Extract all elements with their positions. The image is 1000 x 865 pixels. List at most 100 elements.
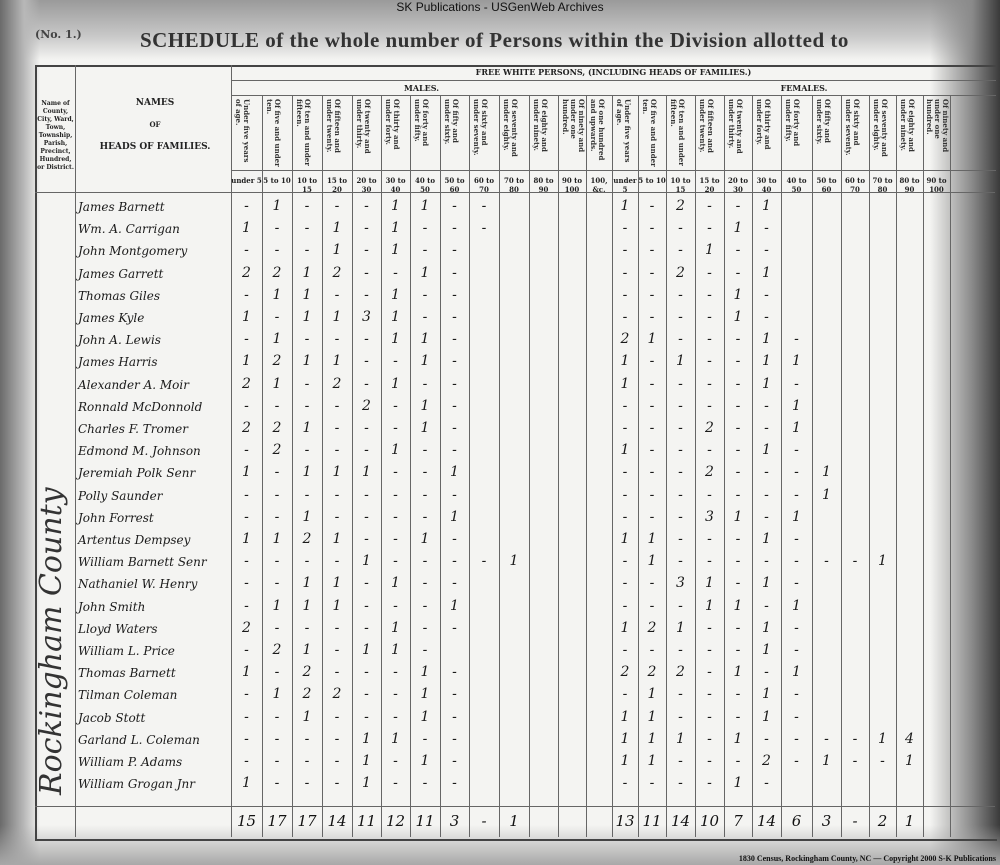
head-of-family-name: Jacob Stott [78, 710, 146, 725]
male-count-cell: - [452, 619, 457, 636]
male-count-cell: - [364, 531, 369, 547]
male-count-cell: - [452, 420, 457, 436]
female-total-cell: 6 [791, 812, 802, 830]
male-count-cell: 1 [450, 597, 459, 614]
male-count-cell: 3 [362, 309, 371, 325]
male-total-cell: 17 [297, 812, 317, 830]
male-count-cell: - [364, 597, 369, 614]
head-of-family-name: Wm. A. Carrigan [78, 222, 180, 237]
male-count-cell: 1 [332, 309, 342, 325]
male-count-cell: - [334, 286, 340, 303]
female-count-cell: 2 [676, 198, 685, 214]
male-count-cell: 2 [362, 397, 371, 414]
header-divider [231, 95, 996, 96]
male-count-cell: 1 [420, 264, 430, 281]
head-of-family-name: Thomas Giles [78, 288, 160, 303]
male-count-cell: - [393, 775, 398, 792]
female-count-cell: - [622, 242, 628, 259]
male-count-cell: - [274, 575, 280, 592]
male-count-cell: 1 [272, 198, 282, 214]
female-count-cell: - [707, 664, 712, 681]
female-count-cell: - [735, 686, 741, 703]
schedule-title: SCHEDULE of the whole number of Persons … [140, 28, 849, 52]
male-count-cell: - [452, 264, 457, 281]
male-count-cell: - [364, 331, 369, 348]
male-count-cell: - [244, 242, 249, 259]
female-count-cell: - [649, 775, 655, 792]
column-divider [410, 95, 411, 837]
male-column-header: Of ninety and under one hundred. [561, 99, 585, 153]
male-count-cell: 2 [272, 420, 282, 436]
female-count-cell: 1 [620, 708, 630, 725]
male-count-cell: 2 [272, 442, 282, 459]
male-count-cell: - [334, 664, 340, 681]
male-column-header: Of thirty and under forty. [384, 99, 400, 150]
header-divider [231, 170, 996, 171]
female-count-cell: 1 [792, 397, 801, 414]
male-count-cell: - [393, 353, 398, 370]
male-count-cell: 1 [391, 442, 400, 459]
female-count-cell: - [622, 553, 628, 570]
male-total-cell: 1 [509, 812, 519, 830]
female-count-cell: 1 [762, 686, 771, 703]
female-count-cell: - [649, 486, 655, 503]
place-header: Name of County, City, Ward, Town, Townsh… [37, 100, 74, 171]
male-count-cell: 1 [420, 664, 430, 681]
males-header: MALES. [403, 83, 440, 93]
male-count-cell: 2 [332, 264, 342, 281]
female-count-cell: - [649, 442, 655, 459]
female-column-header: Of ninety and under one hundred. [926, 99, 949, 153]
male-count-cell: - [274, 220, 280, 237]
male-count-cell: 1 [391, 375, 400, 392]
head-of-family-name: Ronnald McDonnold [78, 399, 203, 414]
county-column-divider [75, 65, 76, 837]
male-count-cell: 1 [391, 286, 400, 303]
head-of-family-name: William P. Adams [78, 755, 183, 769]
female-count-cell: 1 [762, 353, 771, 370]
female-count-cell: - [622, 286, 628, 303]
head-of-family-name: Lloyd Waters [78, 621, 158, 636]
female-count-cell: 1 [762, 442, 771, 459]
male-count-cell: - [422, 486, 428, 503]
female-count-cell: - [678, 286, 683, 303]
male-count-cell: 1 [272, 331, 282, 348]
female-count-cell: 2 [676, 264, 685, 281]
male-count-cell: - [452, 686, 457, 703]
head-of-family-name: Jeremiah Polk Senr [78, 466, 196, 481]
female-count-cell: 1 [762, 708, 771, 725]
column-divider [322, 95, 323, 837]
female-count-cell: 1 [647, 686, 657, 703]
female-count-cell: - [735, 331, 741, 348]
head-of-family-name: William Grogan Jnr [78, 777, 196, 792]
male-count-cell: - [304, 198, 310, 214]
column-divider [923, 95, 924, 837]
female-count-cell: - [649, 309, 655, 325]
female-count-cell: 1 [762, 642, 771, 658]
male-count-cell: 1 [242, 775, 251, 792]
female-count-cell: - [764, 486, 769, 503]
head-of-family-name: John Forrest [78, 510, 154, 525]
female-count-cell: 2 [647, 619, 657, 636]
male-count-cell: 1 [391, 730, 400, 747]
male-count-cell: - [452, 442, 457, 459]
male-count-cell: 1 [391, 575, 400, 592]
male-count-cell: - [274, 619, 280, 636]
male-count-cell: - [393, 486, 398, 503]
male-count-cell: 1 [332, 353, 342, 370]
male-count-cell: - [244, 642, 249, 658]
scan-shadow-top [0, 0, 1000, 60]
male-count-cell: - [334, 753, 340, 769]
male-count-cell: - [274, 508, 280, 525]
male-count-cell: - [244, 442, 249, 459]
head-of-family-name: Thomas Barnett [78, 666, 176, 681]
female-count-cell: - [735, 375, 741, 392]
female-column-short-label: 70 to 80 [872, 176, 893, 194]
male-column-header: Of five and under ten. [265, 99, 281, 167]
male-count-cell: - [334, 198, 340, 214]
male-count-cell: - [274, 397, 280, 414]
female-count-cell: - [764, 597, 769, 614]
female-count-cell: - [794, 686, 799, 703]
female-column-header: Of ten and under fifteen. [669, 99, 685, 166]
head-of-family-name: John Smith [78, 599, 146, 614]
male-count-cell: - [334, 442, 340, 459]
